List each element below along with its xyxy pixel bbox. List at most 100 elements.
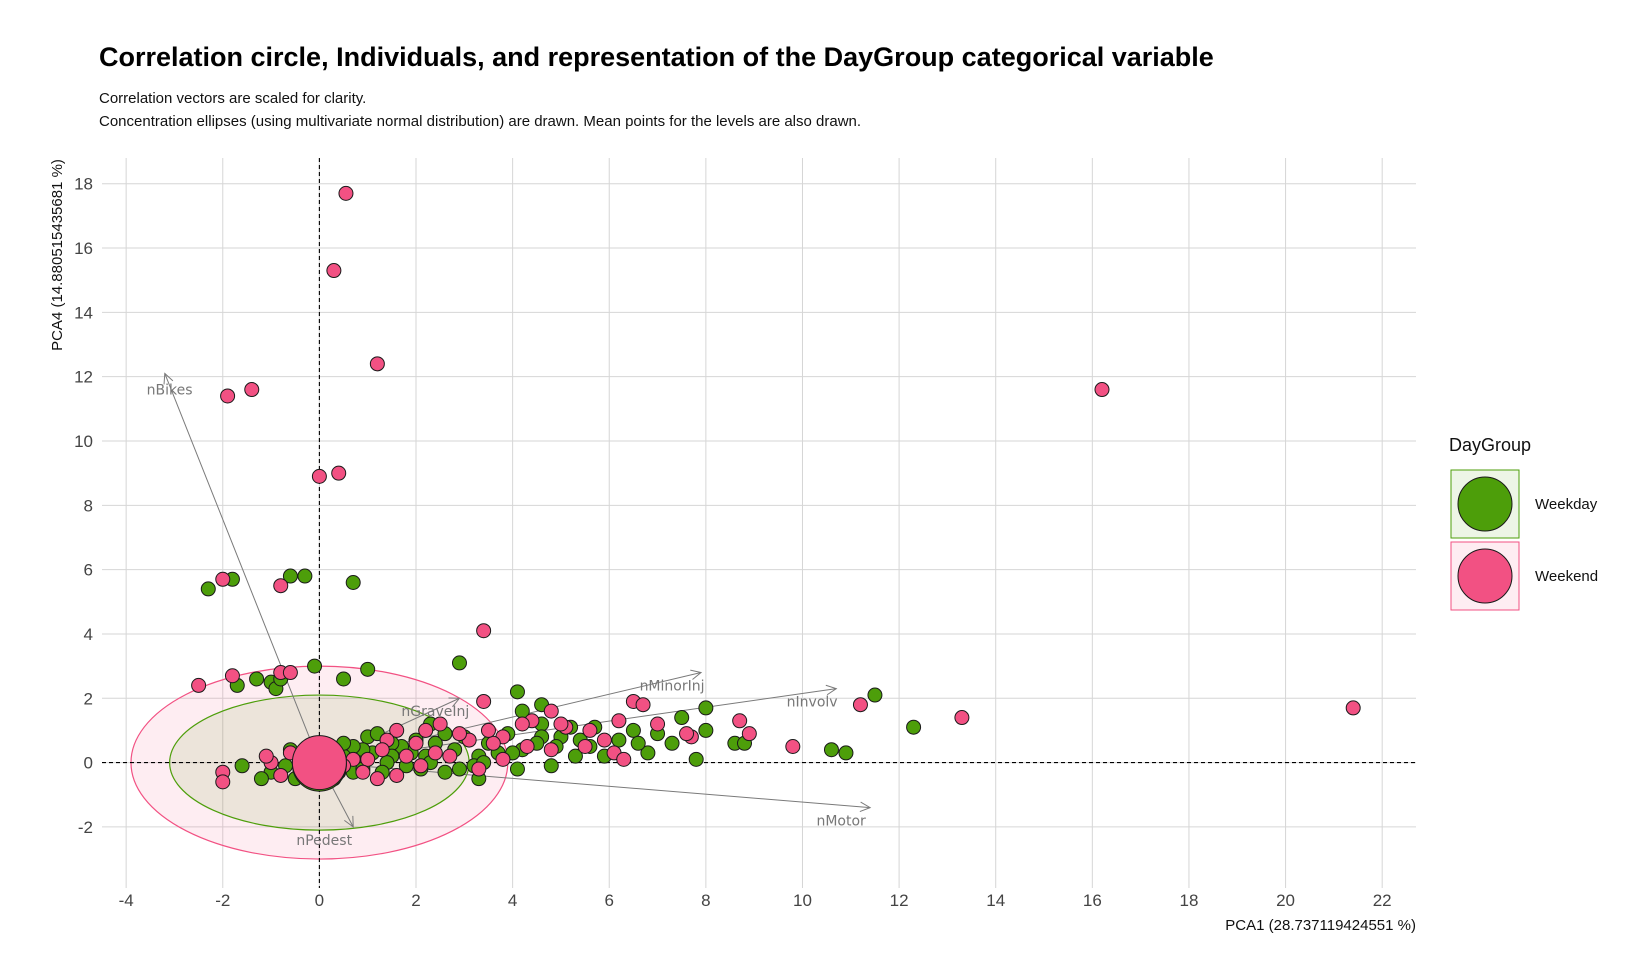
point-weekend (224, 668, 240, 684)
point-weekend (258, 748, 274, 764)
x-tick-label: 16 (1083, 891, 1102, 910)
point-weekday (674, 710, 690, 726)
vector-arrowhead-ngraveinj (448, 697, 461, 708)
point-weekend (355, 764, 371, 780)
y-tick-label: 8 (84, 496, 93, 515)
point-weekday (838, 745, 854, 761)
point-weekend (215, 774, 231, 790)
chart-subtitle-line-1: Correlation vectors are scaled for clari… (99, 90, 367, 107)
point-weekday (867, 687, 883, 703)
point-weekend (418, 722, 434, 738)
point-weekend (360, 751, 376, 767)
point-weekend (514, 716, 530, 732)
point-weekend (338, 185, 354, 201)
point-weekend (635, 697, 651, 713)
x-tick-label: 12 (890, 891, 909, 910)
vector-label-nminorinj: nMinorInj (640, 678, 705, 694)
point-weekday (543, 758, 559, 774)
point-weekend (476, 623, 492, 639)
point-weekday (630, 735, 646, 751)
point-weekday (234, 758, 250, 774)
point-weekend (427, 745, 443, 761)
group-mean-points (291, 735, 347, 792)
mean-point-weekend (291, 735, 347, 791)
point-weekend (476, 693, 492, 709)
legend: DayGroup Weekday Weekend (1449, 435, 1598, 611)
point-weekend (471, 761, 487, 777)
point-weekend (389, 722, 405, 738)
point-weekend (852, 697, 868, 713)
x-tick-label: 8 (701, 891, 710, 910)
legend-swatch-weekday (1457, 476, 1513, 532)
x-tick-label: -4 (119, 891, 134, 910)
point-weekend (954, 710, 970, 726)
x-tick-label: 0 (315, 891, 324, 910)
point-weekend (495, 751, 511, 767)
vector-arrowhead-nminorinj (690, 669, 703, 680)
legend-title: DayGroup (1449, 435, 1531, 455)
point-weekday (360, 661, 376, 677)
point-weekend (543, 703, 559, 719)
point-weekday (698, 722, 714, 738)
chart-title: Correlation circle, Individuals, and rep… (99, 42, 1214, 72)
point-weekend (611, 713, 627, 729)
y-tick-label: 14 (74, 303, 93, 322)
point-weekday (567, 748, 583, 764)
vector-label-npedest: nPedest (296, 833, 352, 849)
point-weekend (485, 735, 501, 751)
point-weekday (509, 761, 525, 777)
point-weekend (369, 356, 385, 372)
x-tick-label: 4 (508, 891, 517, 910)
point-weekend (369, 771, 385, 787)
x-tick-label: 14 (986, 891, 1005, 910)
y-tick-label: 2 (84, 689, 93, 708)
point-weekend (326, 263, 342, 279)
point-weekend (732, 713, 748, 729)
point-weekday (640, 745, 656, 761)
point-weekend (553, 716, 569, 732)
point-weekend (432, 716, 448, 732)
point-weekday (698, 700, 714, 716)
point-weekday (336, 671, 352, 687)
point-weekday (345, 574, 361, 590)
point-weekend (650, 716, 666, 732)
vector-arrowhead-ninvolv (825, 684, 838, 696)
point-weekend (398, 748, 414, 764)
y-axis-title: PCA4 (14.880515435681 %) (49, 159, 66, 351)
vector-nbikes (164, 373, 320, 763)
point-weekend (331, 465, 347, 481)
point-weekday (664, 735, 680, 751)
y-tick-label: 12 (74, 368, 93, 387)
axis-ticks: -4 -2 0 2 4 6 8 10 12 14 16 18 20 22 -2 0 2 4 6 8 10 12 14 16 18 (74, 175, 1392, 910)
x-tick-label: 22 (1373, 891, 1392, 910)
point-weekend (191, 677, 207, 693)
point-weekday (200, 581, 216, 597)
point-weekday (437, 764, 453, 780)
point-weekend (1094, 382, 1110, 398)
x-tick-label: 18 (1179, 891, 1198, 910)
point-weekday (688, 751, 704, 767)
point-weekend (413, 758, 429, 774)
point-weekend (442, 748, 458, 764)
legend-swatch-weekend (1457, 548, 1513, 604)
point-weekend (741, 726, 757, 742)
x-axis-title: PCA1 (28.737119424551 %) (1225, 917, 1416, 934)
point-weekend (596, 732, 612, 748)
point-weekend (273, 767, 289, 783)
point-weekend (282, 665, 298, 681)
point-weekday (451, 655, 467, 671)
point-weekday (611, 732, 627, 748)
point-weekend (215, 571, 231, 587)
y-tick-label: 18 (74, 175, 93, 194)
x-tick-label: 6 (605, 891, 614, 910)
point-weekday (625, 722, 641, 738)
vector-label-ninvolv: nInvolv (787, 694, 838, 710)
point-weekend (543, 742, 559, 758)
point-weekend (519, 739, 535, 755)
point-weekend (220, 388, 236, 404)
point-weekend (311, 468, 327, 484)
point-weekday (249, 671, 265, 687)
point-weekend (785, 739, 801, 755)
point-weekday (906, 719, 922, 735)
